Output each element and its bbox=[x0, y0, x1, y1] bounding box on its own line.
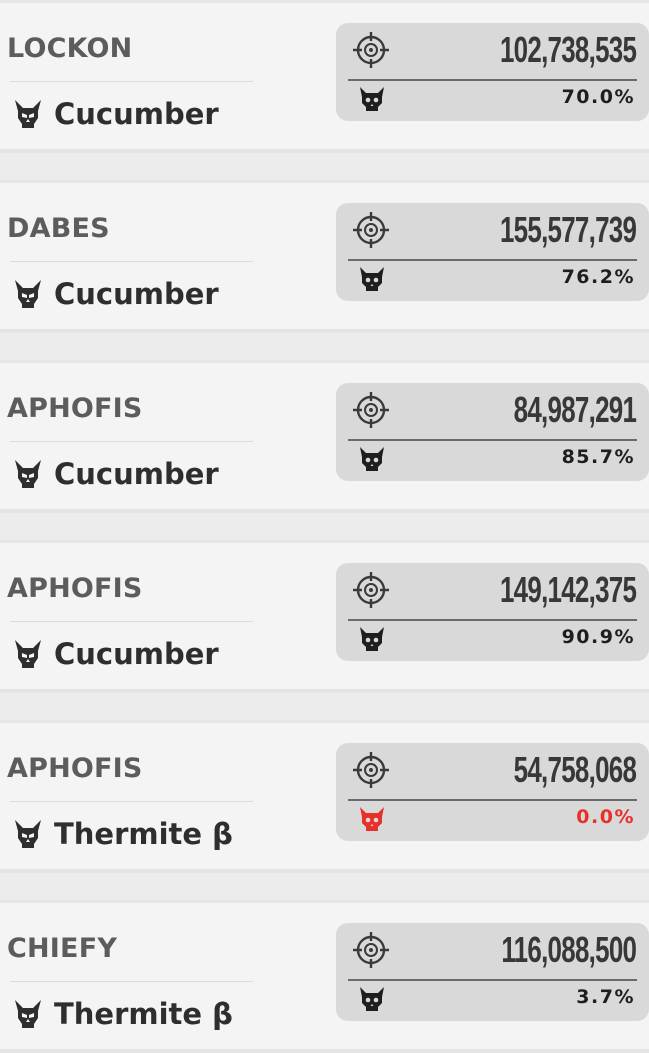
divider bbox=[10, 81, 253, 82]
score-value: 116,088,500 bbox=[501, 929, 637, 970]
skull-icon bbox=[360, 807, 384, 831]
stat-box: 102,738,535 70.0% bbox=[336, 23, 649, 121]
crosshair-target-icon bbox=[353, 572, 389, 608]
horned-skull-icon bbox=[15, 100, 41, 128]
character-name: Cucumber bbox=[54, 457, 219, 491]
skull-icon bbox=[360, 447, 384, 471]
character: Cucumber bbox=[12, 634, 219, 674]
stat-box: 149,142,375 90.9% bbox=[336, 563, 649, 661]
crosshair-target-icon bbox=[353, 212, 389, 248]
crosshair-target-icon bbox=[353, 752, 389, 788]
list-item[interactable]: CHIEFY Thermite β 116,088,500 bbox=[0, 900, 649, 1053]
stat-divider bbox=[348, 979, 637, 981]
divider bbox=[10, 441, 253, 442]
skull-icon bbox=[360, 267, 384, 291]
player-name: DABES bbox=[7, 213, 110, 244]
score-value: 149,142,375 bbox=[499, 569, 637, 610]
player-name: CHIEFY bbox=[7, 933, 118, 964]
crosshair-target-icon bbox=[353, 32, 389, 68]
crosshair-target-icon bbox=[353, 932, 389, 968]
character: Thermite β bbox=[12, 994, 233, 1034]
list-item[interactable]: APHOFIS Cucumber 149,142,375 bbox=[0, 540, 649, 693]
score-value: 102,738,535 bbox=[499, 29, 637, 70]
character-name: Thermite β bbox=[54, 997, 233, 1031]
skull-icon bbox=[360, 987, 384, 1011]
stat-divider bbox=[348, 619, 637, 621]
score-value: 84,987,291 bbox=[513, 389, 636, 430]
horned-skull-icon bbox=[15, 1000, 41, 1028]
player-name: LOCKON bbox=[7, 33, 133, 64]
character: Cucumber bbox=[12, 454, 219, 494]
character: Thermite β bbox=[12, 814, 233, 854]
kill-rate-value: 85.7% bbox=[561, 446, 635, 468]
stat-box: 155,577,739 76.2% bbox=[336, 203, 649, 301]
horned-skull-icon bbox=[15, 820, 41, 848]
horned-skull-icon bbox=[15, 280, 41, 308]
list-item[interactable]: LOCKON Cucumber 102,738,535 bbox=[0, 0, 649, 153]
list-item[interactable]: DABES Cucumber 155,577,739 bbox=[0, 180, 649, 333]
kill-rate-value: 0.0% bbox=[576, 806, 635, 828]
stat-box: 54,758,068 0.0% bbox=[336, 743, 649, 841]
divider bbox=[10, 261, 253, 262]
crosshair-target-icon bbox=[353, 392, 389, 428]
divider bbox=[10, 801, 253, 802]
character: Cucumber bbox=[12, 274, 219, 314]
kill-rate-value: 90.9% bbox=[561, 626, 635, 648]
horned-skull-icon bbox=[15, 460, 41, 488]
kill-rate-value: 70.0% bbox=[561, 86, 635, 108]
horned-skull-icon bbox=[15, 640, 41, 668]
stat-divider bbox=[348, 799, 637, 801]
stat-divider bbox=[348, 79, 637, 81]
divider bbox=[10, 621, 253, 622]
score-value: 54,758,068 bbox=[513, 749, 636, 790]
stat-box: 84,987,291 85.7% bbox=[336, 383, 649, 481]
player-name: APHOFIS bbox=[7, 393, 143, 424]
divider bbox=[10, 981, 253, 982]
character-name: Cucumber bbox=[54, 637, 219, 671]
list-item[interactable]: APHOFIS Cucumber 84,987,291 bbox=[0, 360, 649, 513]
list-item[interactable]: APHOFIS Thermite β 54,758,068 bbox=[0, 720, 649, 873]
skull-icon bbox=[360, 627, 384, 651]
character-name: Thermite β bbox=[54, 817, 233, 851]
kill-rate-value: 76.2% bbox=[561, 266, 635, 288]
character: Cucumber bbox=[12, 94, 219, 134]
kill-rate-value: 3.7% bbox=[576, 986, 635, 1008]
character-name: Cucumber bbox=[54, 97, 219, 131]
player-name: APHOFIS bbox=[7, 753, 143, 784]
player-name: APHOFIS bbox=[7, 573, 143, 604]
stat-box: 116,088,500 3.7% bbox=[336, 923, 649, 1021]
score-value: 155,577,739 bbox=[499, 209, 637, 250]
skull-icon bbox=[360, 87, 384, 111]
stat-divider bbox=[348, 259, 637, 261]
stat-divider bbox=[348, 439, 637, 441]
character-name: Cucumber bbox=[54, 277, 219, 311]
